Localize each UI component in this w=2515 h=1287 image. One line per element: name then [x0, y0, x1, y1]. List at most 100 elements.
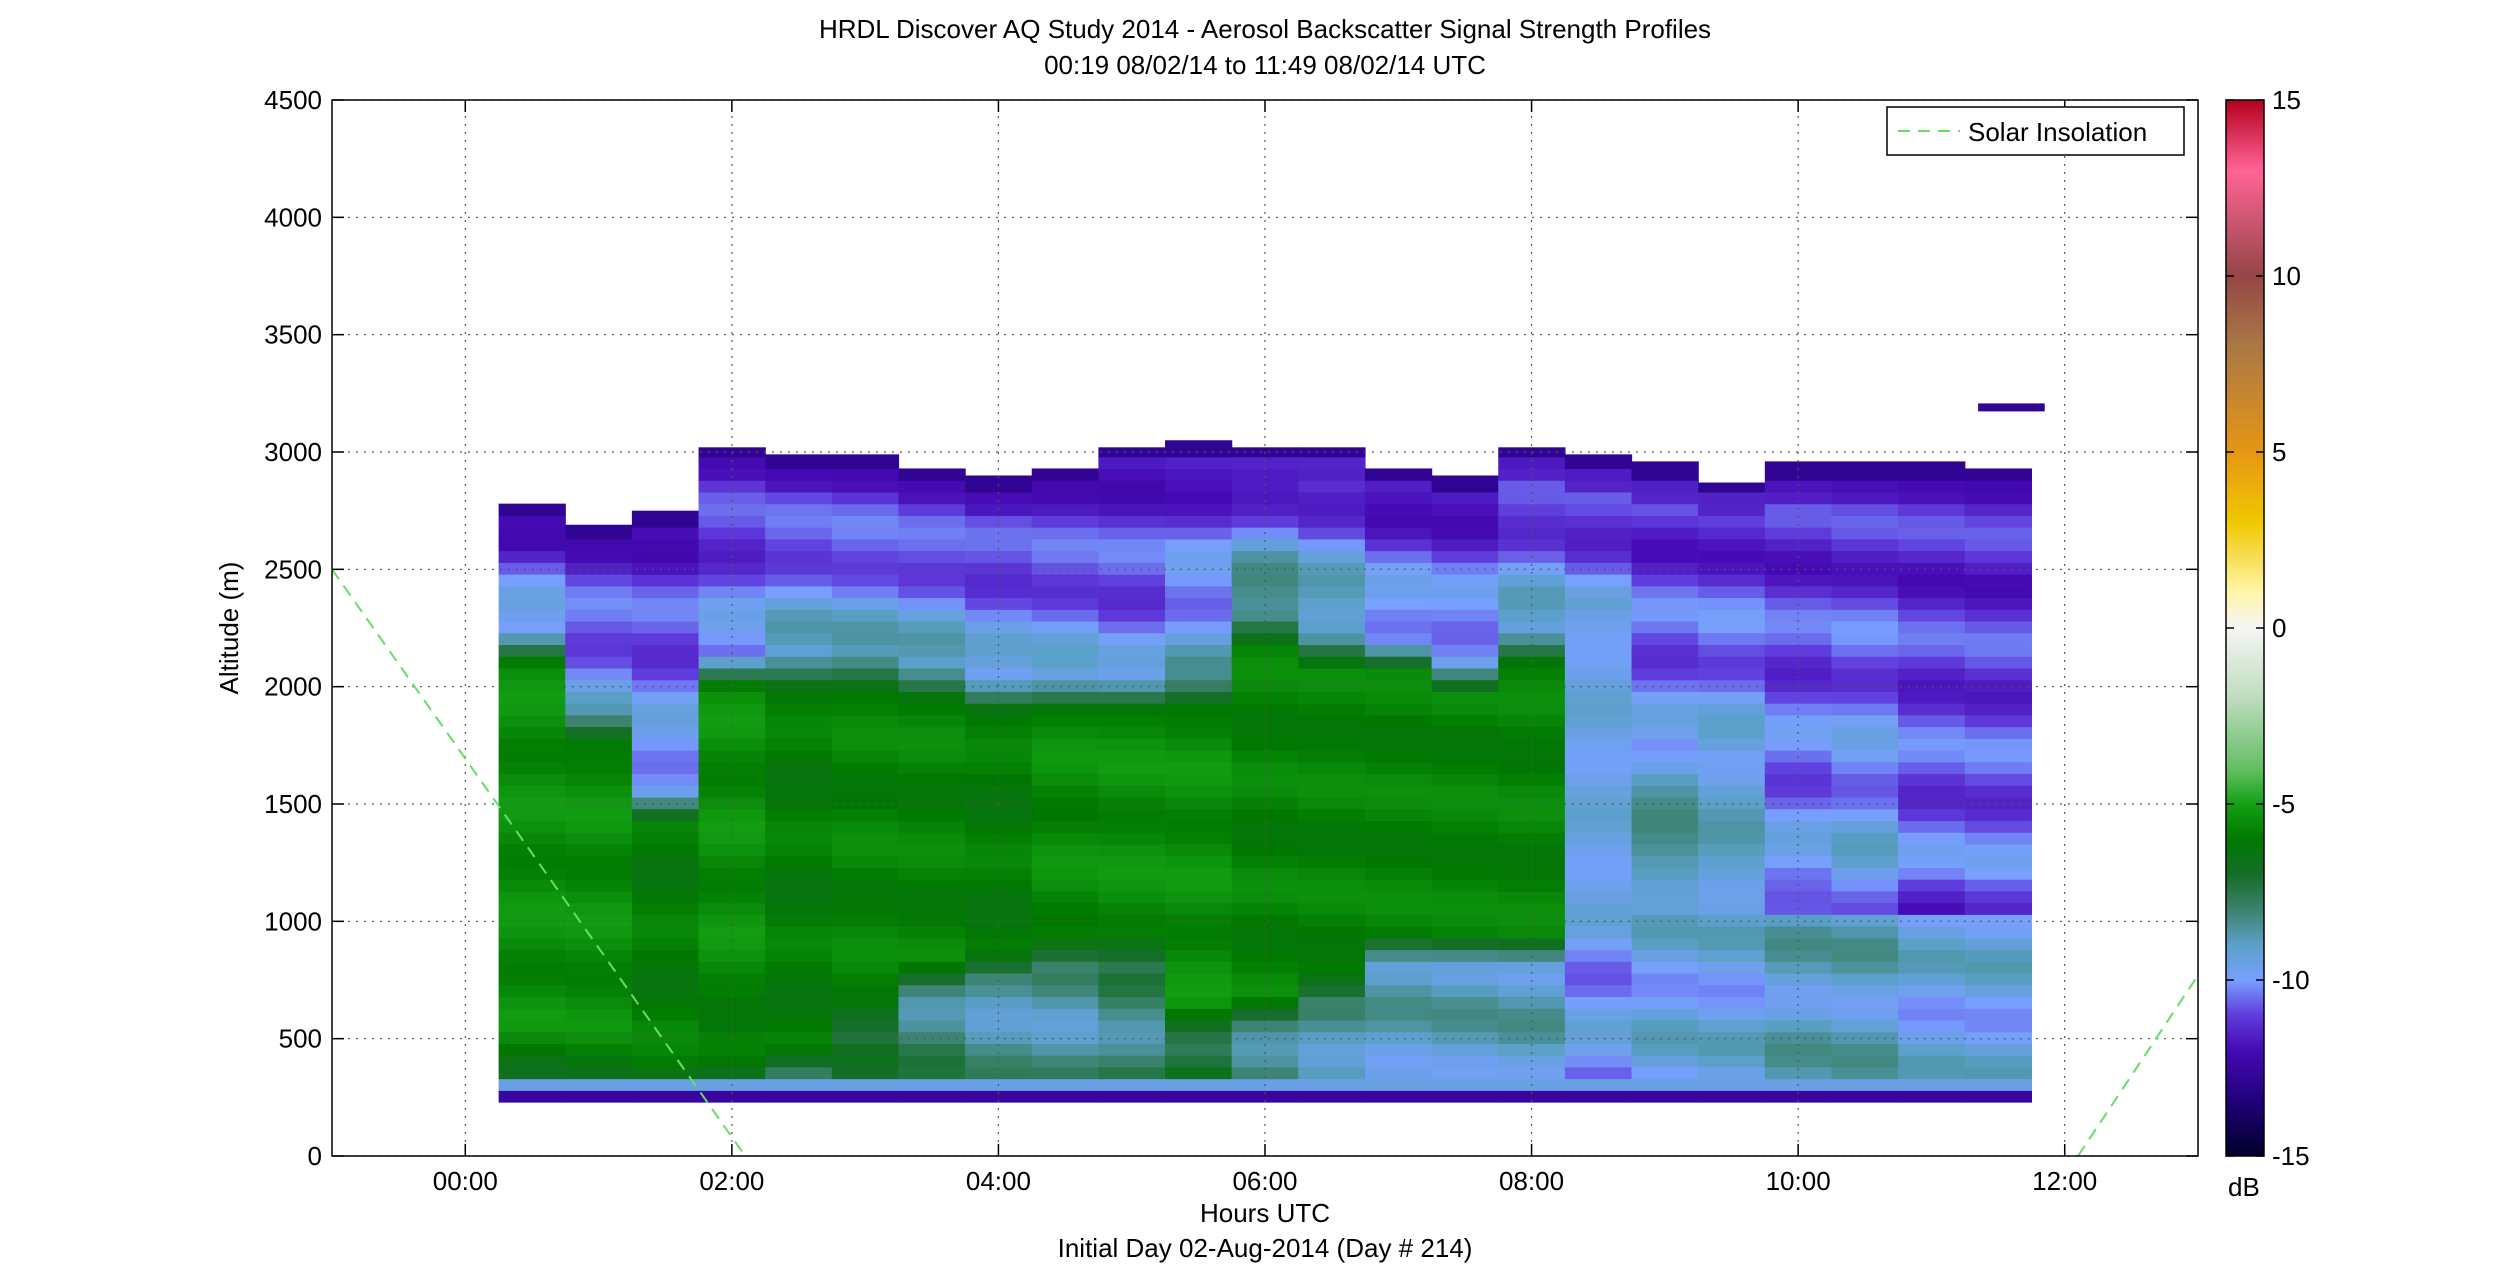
- heatmap-cell: [1165, 796, 1233, 810]
- heatmap-cell: [1165, 750, 1233, 763]
- heatmap-cell: [1498, 808, 1566, 822]
- heatmap-cell: [1231, 832, 1299, 845]
- heatmap-cell: [698, 585, 766, 599]
- heatmap-cell: [631, 984, 700, 998]
- heatmap-cell: [1098, 726, 1166, 739]
- heatmap-cell: [1964, 480, 2032, 493]
- heatmap-cell: [1364, 1090, 1433, 1103]
- heatmap-cell: [1964, 574, 2032, 587]
- heatmap-cell: [565, 574, 633, 587]
- heatmap-cell: [1098, 879, 1166, 892]
- heatmap-cell: [1964, 1066, 2032, 1080]
- heatmap-cell: [898, 961, 966, 974]
- heatmap-cell: [1831, 491, 1899, 505]
- heatmap-cell: [1098, 574, 1166, 587]
- heatmap-cell: [1964, 1090, 2032, 1103]
- heatmap-cell: [1165, 703, 1233, 716]
- heatmap-cell: [765, 1066, 833, 1080]
- heatmap-cell: [765, 454, 833, 458]
- heatmap-cell: [765, 491, 833, 505]
- heatmap-cell: [898, 890, 966, 904]
- heatmap-cell: [1831, 1066, 1899, 1080]
- heatmap-cell: [1165, 714, 1233, 728]
- heatmap-cell: [1364, 796, 1433, 810]
- heatmap-cell: [1698, 597, 1766, 610]
- heatmap-cell: [1964, 914, 2032, 927]
- heatmap-cell: [1698, 691, 1766, 704]
- heatmap-cell: [965, 890, 1033, 904]
- heatmap-cell: [965, 1008, 1033, 1021]
- heatmap-cell: [898, 785, 966, 798]
- heatmap-cell: [698, 761, 766, 775]
- heatmap-cell: [765, 597, 833, 610]
- y-tick-label: 2500: [264, 554, 322, 584]
- heatmap-cell: [1564, 632, 1633, 646]
- heatmap-cell: [1031, 656, 1099, 669]
- heatmap-cell: [1764, 832, 1833, 845]
- heatmap-cell: [1364, 972, 1433, 986]
- heatmap-cell: [1564, 879, 1633, 892]
- heatmap-cell: [698, 773, 766, 786]
- heatmap-cell: [698, 808, 766, 822]
- heatmap-cell: [1698, 914, 1766, 927]
- heatmap-cell: [1831, 609, 1899, 622]
- heatmap-cell: [1898, 972, 1966, 986]
- heatmap-cell: [1898, 679, 1966, 692]
- heatmap-cell: [631, 1043, 700, 1056]
- heatmap-cell: [565, 949, 633, 962]
- heatmap-cell: [1698, 515, 1766, 528]
- heatmap-cell: [1364, 949, 1433, 962]
- heatmap-cell: [1831, 538, 1899, 552]
- heatmap-cell: [631, 855, 700, 868]
- heatmap-cell: [1498, 738, 1566, 751]
- heatmap-cell: [831, 491, 900, 505]
- heatmap-cell: [565, 867, 633, 880]
- heatmap-cell: [1165, 440, 1233, 446]
- heatmap-cell: [1098, 703, 1166, 716]
- heatmap-cell: [1764, 738, 1833, 751]
- heatmap-cell: [1231, 867, 1299, 880]
- heatmap-cell: [1698, 609, 1766, 622]
- heatmap-cell: [1031, 961, 1099, 974]
- heatmap-cell: [1698, 1043, 1766, 1056]
- heatmap-cell: [631, 961, 700, 974]
- heatmap-cell: [1631, 468, 1699, 481]
- heatmap-cell: [1498, 937, 1566, 951]
- heatmap-cell: [1231, 773, 1299, 786]
- heatmap-cell: [1031, 1078, 1099, 1091]
- heatmap-cell: [1964, 527, 2032, 540]
- heatmap-cell: [1898, 574, 1966, 587]
- heatmap-cell: [1964, 949, 2032, 962]
- heatmap-cell: [1564, 468, 1633, 481]
- heatmap-cell: [565, 972, 633, 986]
- heatmap-cell: [1431, 855, 1499, 868]
- heatmap-cell: [1764, 597, 1833, 610]
- heatmap-cell: [1165, 773, 1233, 786]
- heatmap-cell: [698, 949, 766, 962]
- heatmap-cell: [1031, 585, 1099, 599]
- heatmap-cell: [1631, 1055, 1699, 1068]
- heatmap-cell: [1898, 667, 1966, 681]
- heatmap-cell: [1498, 890, 1566, 904]
- heatmap-cell: [1498, 972, 1566, 986]
- heatmap-cell: [1098, 656, 1166, 669]
- heatmap-cell: [765, 738, 833, 751]
- heatmap-cell: [498, 761, 566, 775]
- heatmap-cell: [831, 738, 900, 751]
- heatmap-cell: [1564, 456, 1633, 470]
- heatmap-cell: [1031, 632, 1099, 646]
- heatmap-cell: [1898, 738, 1966, 751]
- heatmap-cell: [1031, 914, 1099, 927]
- heatmap-cell: [1231, 667, 1299, 681]
- heatmap-cell: [1831, 527, 1899, 540]
- heatmap-cell: [965, 832, 1033, 845]
- heatmap-cell: [1098, 808, 1166, 822]
- heatmap-cell: [1165, 480, 1233, 493]
- heatmap-cell: [965, 914, 1033, 927]
- heatmap-cell: [1165, 937, 1233, 951]
- heatmap-cell: [1364, 961, 1433, 974]
- heatmap-cell: [765, 879, 833, 892]
- heatmap-cell: [1698, 585, 1766, 599]
- cloud-segment: [1978, 403, 2045, 412]
